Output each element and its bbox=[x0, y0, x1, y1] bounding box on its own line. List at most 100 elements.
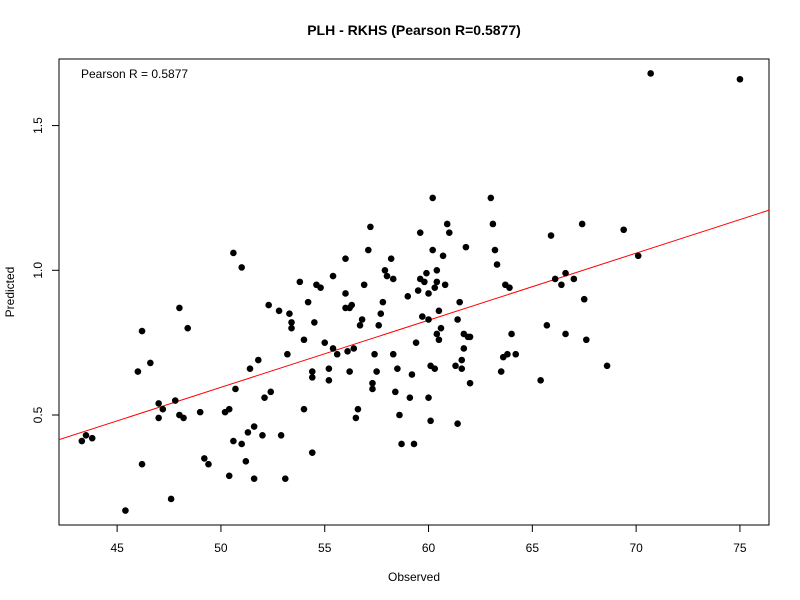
regression-line bbox=[59, 209, 769, 441]
data-point bbox=[493, 261, 501, 268]
data-point bbox=[82, 431, 90, 439]
data-point bbox=[558, 281, 565, 289]
data-point bbox=[134, 368, 142, 375]
data-point bbox=[296, 278, 304, 286]
regression-line-layer bbox=[59, 209, 769, 441]
data-point bbox=[329, 272, 337, 280]
data-point bbox=[487, 194, 495, 202]
data-point bbox=[441, 281, 449, 289]
data-point bbox=[456, 298, 463, 306]
data-point bbox=[167, 495, 175, 503]
data-point bbox=[246, 365, 254, 373]
data-point bbox=[308, 368, 316, 375]
data-point bbox=[171, 397, 179, 404]
data-point bbox=[348, 301, 356, 309]
plot-frame bbox=[58, 58, 770, 526]
data-point bbox=[466, 333, 474, 341]
x-tick-label: 75 bbox=[733, 541, 747, 555]
y-axis: 0.5 1.0 1.5 bbox=[31, 117, 59, 423]
data-point bbox=[647, 70, 654, 77]
data-point bbox=[603, 362, 611, 370]
data-point bbox=[583, 336, 590, 344]
data-point bbox=[381, 266, 389, 274]
data-point bbox=[267, 388, 275, 396]
data-point bbox=[277, 431, 285, 439]
data-point bbox=[184, 324, 192, 332]
data-point bbox=[410, 440, 418, 448]
data-point bbox=[147, 359, 154, 367]
data-point bbox=[431, 284, 439, 291]
data-point bbox=[265, 301, 272, 309]
data-point bbox=[389, 275, 397, 283]
data-point bbox=[425, 316, 432, 323]
data-point bbox=[300, 336, 308, 344]
data-point bbox=[369, 385, 376, 393]
data-point bbox=[452, 362, 459, 370]
data-point bbox=[201, 455, 208, 462]
x-tick-label: 55 bbox=[318, 541, 332, 555]
x-axis-label: Observed bbox=[388, 570, 440, 584]
data-point bbox=[346, 368, 353, 375]
data-point bbox=[408, 371, 416, 378]
data-point bbox=[155, 400, 162, 407]
x-axis: 45 50 55 60 65 70 75 bbox=[110, 525, 747, 555]
data-point bbox=[369, 379, 376, 387]
data-point bbox=[504, 350, 511, 358]
data-point bbox=[365, 246, 372, 254]
data-point bbox=[547, 232, 555, 239]
data-point bbox=[497, 368, 505, 375]
data-point bbox=[406, 394, 414, 401]
data-point bbox=[396, 411, 403, 419]
data-point bbox=[78, 437, 86, 445]
data-point bbox=[414, 287, 422, 294]
data-point bbox=[288, 319, 295, 326]
data-point bbox=[304, 298, 312, 306]
data-point bbox=[634, 252, 642, 260]
data-point bbox=[342, 290, 349, 297]
x-tick-label: 45 bbox=[110, 541, 124, 555]
data-point bbox=[205, 460, 212, 468]
data-point bbox=[425, 394, 432, 401]
data-point bbox=[286, 310, 293, 318]
data-point bbox=[259, 431, 266, 439]
y-tick-label: 0.5 bbox=[31, 406, 45, 423]
data-point bbox=[383, 272, 391, 280]
data-point bbox=[138, 327, 146, 335]
data-point bbox=[419, 313, 426, 320]
data-point bbox=[342, 255, 349, 263]
chart-title: PLH - RKHS (Pearson R=0.5877) bbox=[307, 22, 521, 38]
data-point bbox=[570, 275, 578, 283]
data-point bbox=[373, 368, 380, 375]
data-point bbox=[491, 246, 499, 254]
data-point bbox=[317, 284, 324, 291]
x-tick-label: 60 bbox=[422, 541, 436, 555]
data-point bbox=[398, 440, 405, 448]
data-point bbox=[288, 324, 295, 332]
data-point bbox=[394, 365, 401, 373]
data-point bbox=[350, 345, 358, 352]
data-point bbox=[344, 348, 351, 355]
data-point bbox=[445, 229, 453, 236]
data-point bbox=[458, 365, 466, 373]
data-point bbox=[308, 374, 316, 381]
data-point bbox=[421, 278, 428, 286]
data-point bbox=[138, 460, 146, 468]
data-point bbox=[230, 249, 237, 257]
data-point bbox=[358, 316, 366, 323]
data-point bbox=[412, 339, 420, 346]
data-point bbox=[354, 405, 362, 413]
y-tick-label: 1.5 bbox=[31, 117, 45, 134]
y-axis-label: Predicted bbox=[3, 267, 17, 318]
data-point bbox=[433, 330, 441, 338]
data-point bbox=[238, 264, 245, 271]
data-point bbox=[392, 388, 399, 396]
data-point bbox=[367, 223, 374, 231]
data-point bbox=[250, 423, 258, 430]
data-point bbox=[437, 324, 445, 332]
data-point bbox=[543, 321, 551, 329]
data-point bbox=[176, 304, 183, 312]
data-point bbox=[325, 376, 333, 384]
x-tick-label: 70 bbox=[629, 541, 643, 555]
data-point bbox=[250, 475, 258, 482]
data-point bbox=[275, 307, 283, 315]
